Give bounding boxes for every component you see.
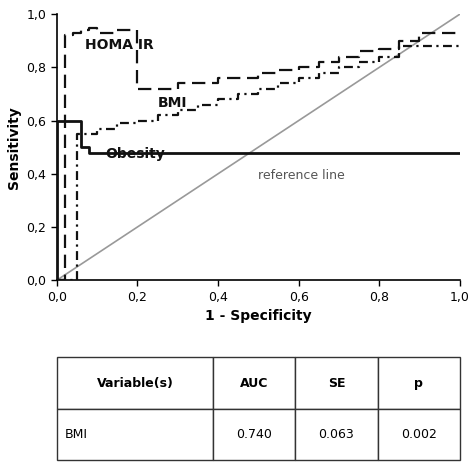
Y-axis label: Sensitivity: Sensitivity [7,106,21,189]
Text: BMI: BMI [157,96,187,110]
Text: Obesity: Obesity [105,147,165,161]
X-axis label: 1 - Specificity: 1 - Specificity [205,309,311,323]
Text: reference line: reference line [258,169,345,182]
Text: HOMA IR: HOMA IR [85,38,154,52]
